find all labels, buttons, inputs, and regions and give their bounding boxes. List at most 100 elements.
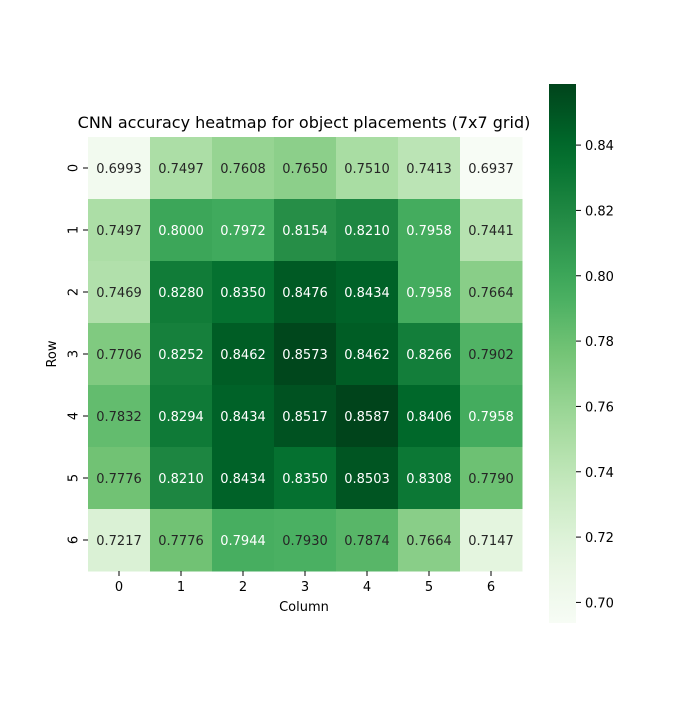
cell-label-r4-c6: 0.7958 — [468, 410, 514, 425]
cell-label-r0-c6: 0.6937 — [468, 162, 514, 177]
heatmap-cell-r6-c0 — [88, 509, 151, 572]
cell-label-r1-c0: 0.7497 — [96, 224, 142, 239]
y-tick-label-6: 6 — [67, 536, 82, 544]
heatmap-cell-r4-c3 — [274, 385, 337, 448]
heatmap-cell-r0-c4 — [336, 137, 399, 200]
chart-title: CNN accuracy heatmap for object placemen… — [78, 113, 531, 132]
cell-label-r4-c5: 0.8406 — [406, 410, 452, 425]
cell-label-r5-c4: 0.8503 — [344, 472, 390, 487]
heatmap-cell-r5-c6 — [460, 447, 523, 510]
colorbar-tick-label-0: 0.70 — [585, 596, 614, 611]
cell-label-r2-c4: 0.8434 — [344, 286, 390, 301]
heatmap-cell-r0-c6 — [460, 137, 523, 200]
heatmap-cell-r6-c3 — [274, 509, 337, 572]
x-tick-label-6: 6 — [487, 580, 495, 595]
heatmap-cell-r3-c1 — [150, 323, 213, 386]
cell-label-r5-c2: 0.8434 — [220, 472, 266, 487]
heatmap-cell-r5-c4 — [336, 447, 399, 510]
colorbar-tick-label-3: 0.76 — [585, 400, 614, 415]
cell-label-r0-c2: 0.7608 — [220, 162, 266, 177]
colorbar-tick-label-7: 0.84 — [585, 139, 614, 154]
cell-label-r6-c5: 0.7664 — [406, 534, 452, 549]
x-tick-label-4: 4 — [363, 580, 371, 595]
heatmap-cell-r2-c0 — [88, 261, 151, 324]
cell-label-r4-c4: 0.8587 — [344, 410, 390, 425]
cell-label-r5-c0: 0.7776 — [96, 472, 142, 487]
heatmap-cell-r2-c4 — [336, 261, 399, 324]
y-tick-label-4: 4 — [67, 412, 82, 420]
x-tick-label-3: 3 — [301, 580, 309, 595]
heatmap-cell-r4-c5 — [398, 385, 461, 448]
heatmap-cell-r0-c5 — [398, 137, 461, 200]
cell-label-r0-c5: 0.7413 — [406, 162, 452, 177]
heatmap-cell-r0-c0 — [88, 137, 151, 200]
cell-label-r3-c4: 0.8462 — [344, 348, 390, 363]
cell-label-r1-c3: 0.8154 — [282, 224, 328, 239]
cell-label-r6-c3: 0.7930 — [282, 534, 328, 549]
cell-label-r5-c3: 0.8350 — [282, 472, 328, 487]
y-axis: 0 1 2 3 4 5 6 — [67, 164, 88, 544]
heatmap-cell-r4-c2 — [212, 385, 275, 448]
y-tick-label-5: 5 — [67, 474, 82, 482]
cell-label-r2-c1: 0.8280 — [158, 286, 204, 301]
cell-label-r2-c0: 0.7469 — [96, 286, 142, 301]
cell-label-r6-c0: 0.7217 — [96, 534, 142, 549]
heatmap-cell-r6-c4 — [336, 509, 399, 572]
cell-label-r6-c4: 0.7874 — [344, 534, 390, 549]
heatmap-cell-r1-c1 — [150, 199, 213, 262]
heatmap-cell-r3-c2 — [212, 323, 275, 386]
cell-label-r6-c2: 0.7944 — [220, 534, 266, 549]
heatmap-cell-r3-c4 — [336, 323, 399, 386]
colorbar-tick-label-2: 0.74 — [585, 466, 614, 481]
heatmap-cell-r1-c5 — [398, 199, 461, 262]
heatmap-cell-r3-c0 — [88, 323, 151, 386]
heatmap-cell-r2-c2 — [212, 261, 275, 324]
heatmap-cell-r1-c0 — [88, 199, 151, 262]
cell-label-r2-c3: 0.8476 — [282, 286, 328, 301]
colorbar-tick-label-4: 0.78 — [585, 335, 614, 350]
cell-label-r1-c5: 0.7958 — [406, 224, 452, 239]
y-tick-label-0: 0 — [67, 164, 82, 172]
cell-label-r1-c2: 0.7972 — [220, 224, 266, 239]
heatmap-cell-r1-c6 — [460, 199, 523, 262]
cell-label-r3-c2: 0.8462 — [220, 348, 266, 363]
colorbar-ticks: 0.70 0.72 0.74 0.76 0.78 0.80 0.82 0.84 — [576, 139, 614, 611]
cell-label-r4-c3: 0.8517 — [282, 410, 328, 425]
heatmap-cell-r4-c0 — [88, 385, 151, 448]
cell-label-r0-c3: 0.7650 — [282, 162, 328, 177]
cell-label-r2-c6: 0.7664 — [468, 286, 514, 301]
heatmap-cell-r3-c3 — [274, 323, 337, 386]
colorbar-tick-label-6: 0.82 — [585, 204, 614, 219]
cell-label-r3-c6: 0.7902 — [468, 348, 514, 363]
y-tick-label-2: 2 — [67, 288, 82, 296]
cell-label-r5-c5: 0.8308 — [406, 472, 452, 487]
heatmap-cell-r2-c3 — [274, 261, 337, 324]
colorbar-tick-label-5: 0.80 — [585, 270, 614, 285]
heatmap-cell-r0-c1 — [150, 137, 213, 200]
cell-label-r1-c4: 0.8210 — [344, 224, 390, 239]
heatmap-cell-r5-c0 — [88, 447, 151, 510]
y-axis-label: Row — [45, 340, 60, 367]
x-axis: 0 1 2 3 4 5 6 — [115, 571, 495, 595]
y-tick-label-3: 3 — [67, 350, 82, 358]
cell-label-r3-c5: 0.8266 — [406, 348, 452, 363]
cell-label-r2-c5: 0.7958 — [406, 286, 452, 301]
cell-annotations: 0.6993 0.7497 0.7608 0.7650 0.7510 0.7413 0.69… — [96, 162, 514, 549]
colorbar-gradient — [549, 84, 576, 623]
cell-label-r1-c1: 0.8000 — [158, 224, 204, 239]
x-axis-label: Column — [279, 600, 329, 615]
heatmap-cell-r2-c1 — [150, 261, 213, 324]
heatmap-cell-r4-c6 — [460, 385, 523, 448]
heatmap-cell-r2-c6 — [460, 261, 523, 324]
heatmap-cell-r3-c6 — [460, 323, 523, 386]
heatmap-cell-r5-c5 — [398, 447, 461, 510]
cell-label-r1-c6: 0.7441 — [468, 224, 514, 239]
x-tick-label-2: 2 — [239, 580, 247, 595]
cell-label-r4-c1: 0.8294 — [158, 410, 204, 425]
colorbar-tick-label-1: 0.72 — [585, 531, 614, 546]
cell-label-r4-c2: 0.8434 — [220, 410, 266, 425]
cell-label-r6-c1: 0.7776 — [158, 534, 204, 549]
heatmap-cell-r3-c5 — [398, 323, 461, 386]
heatmap-cell-r1-c4 — [336, 199, 399, 262]
